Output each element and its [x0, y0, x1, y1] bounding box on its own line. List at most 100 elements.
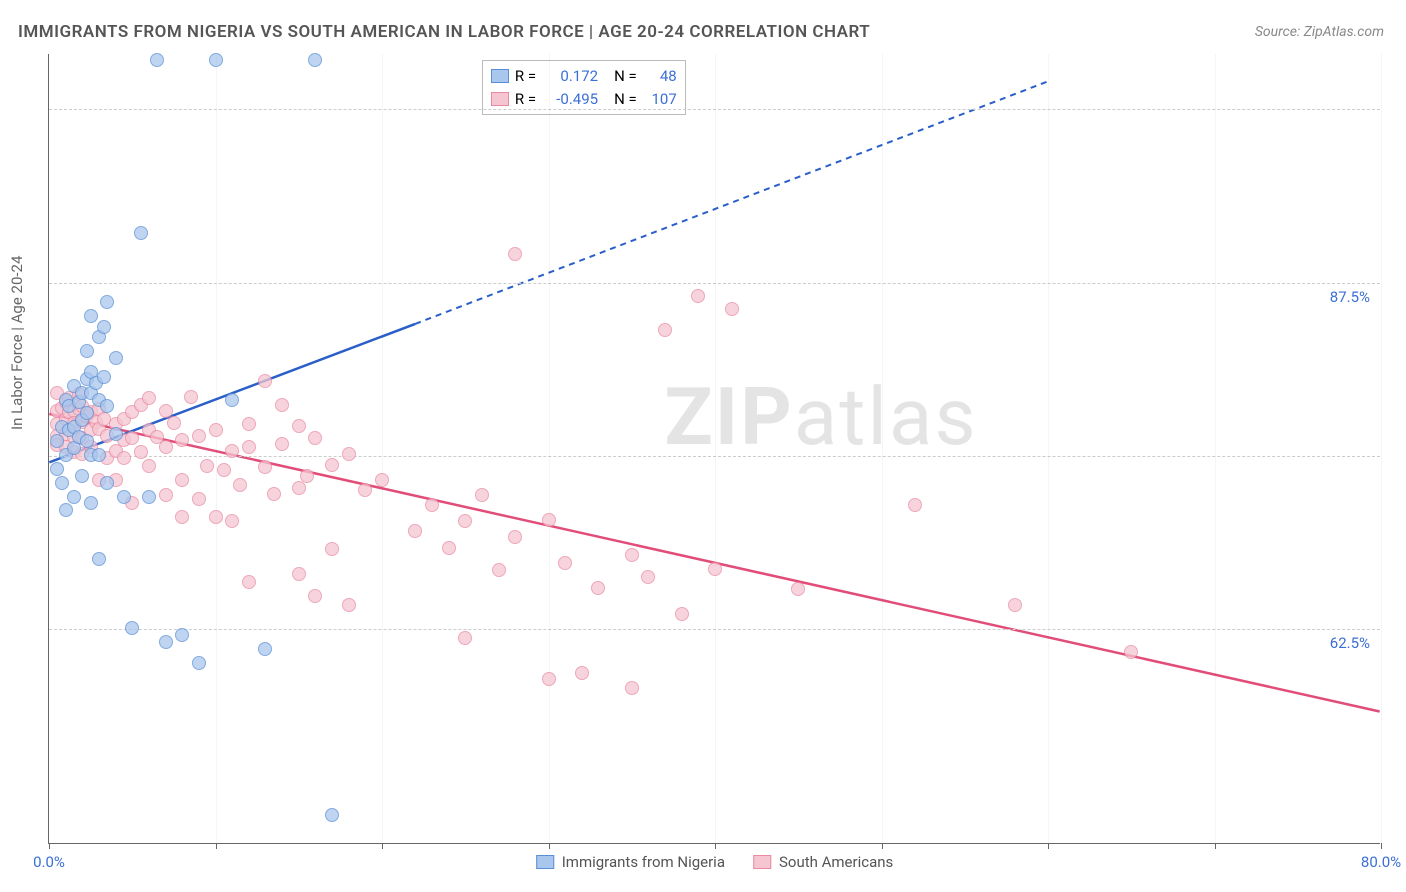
scatter-point-series-b	[408, 524, 422, 538]
gridline-vertical	[1048, 54, 1049, 843]
scatter-point-series-b	[658, 323, 672, 337]
legend-swatch	[753, 855, 771, 869]
scatter-point-series-b	[425, 498, 439, 512]
scatter-point-series-b	[233, 478, 247, 492]
scatter-point-series-b	[475, 488, 489, 502]
scatter-point-series-b	[117, 451, 131, 465]
x-tick-label: 80.0%	[1361, 853, 1401, 871]
scatter-point-series-b	[159, 488, 173, 502]
scatter-point-series-a	[109, 351, 123, 365]
scatter-point-series-b	[542, 513, 556, 527]
r-value: 0.172	[542, 65, 598, 88]
watermark: ZIPatlas	[664, 370, 977, 464]
scatter-point-series-b	[200, 459, 214, 473]
scatter-point-series-a	[325, 808, 339, 822]
scatter-point-series-b	[791, 582, 805, 596]
scatter-point-series-b	[325, 542, 339, 556]
scatter-point-series-a	[209, 53, 223, 67]
scatter-point-series-b	[192, 492, 206, 506]
legend-swatch	[491, 92, 509, 106]
stats-legend-row: R =0.172N =48	[491, 65, 677, 88]
scatter-point-series-b	[358, 483, 372, 497]
x-tick-mark	[382, 843, 383, 849]
scatter-point-series-b	[725, 302, 739, 316]
scatter-point-series-b	[908, 498, 922, 512]
scatter-point-series-b	[292, 419, 306, 433]
scatter-point-series-b	[217, 463, 231, 477]
scatter-point-series-b	[708, 562, 722, 576]
y-tick-label: 87.5%	[1330, 288, 1370, 306]
scatter-point-series-b	[225, 514, 239, 528]
scatter-point-series-b	[342, 447, 356, 461]
series-legend-item: South Americans	[753, 853, 893, 871]
scatter-point-series-b	[675, 607, 689, 621]
stats-legend: R =0.172N =48R =-0.495N =107	[482, 60, 686, 115]
scatter-point-series-a	[50, 462, 64, 476]
scatter-point-series-a	[125, 621, 139, 635]
scatter-point-series-b	[375, 473, 389, 487]
series-legend-item: Immigrants from Nigeria	[536, 853, 725, 871]
scatter-point-series-a	[150, 53, 164, 67]
scatter-point-series-a	[175, 628, 189, 642]
scatter-point-series-b	[258, 374, 272, 388]
r-label: R =	[515, 88, 536, 111]
scatter-point-series-a	[84, 496, 98, 510]
scatter-point-series-b	[275, 437, 289, 451]
scatter-point-series-b	[184, 390, 198, 404]
series-legend-label: South Americans	[779, 853, 893, 871]
n-value: 48	[643, 65, 677, 88]
scatter-point-series-b	[591, 581, 605, 595]
scatter-point-series-b	[142, 459, 156, 473]
scatter-point-series-a	[92, 448, 106, 462]
scatter-point-series-b	[242, 417, 256, 431]
series-legend-label: Immigrants from Nigeria	[562, 853, 725, 871]
scatter-point-series-b	[508, 247, 522, 261]
scatter-point-series-b	[209, 423, 223, 437]
scatter-point-series-a	[134, 226, 148, 240]
x-tick-mark	[549, 843, 550, 849]
scatter-point-series-b	[167, 416, 181, 430]
scatter-point-series-a	[225, 393, 239, 407]
scatter-point-series-b	[159, 440, 173, 454]
scatter-point-series-b	[209, 510, 223, 524]
x-tick-mark	[715, 843, 716, 849]
scatter-point-series-a	[192, 656, 206, 670]
trend-line	[415, 82, 1047, 324]
scatter-point-series-b	[625, 681, 639, 695]
x-tick-mark	[882, 843, 883, 849]
scatter-point-series-b	[492, 563, 506, 577]
scatter-point-series-b	[575, 666, 589, 680]
source-label: Source: ZipAtlas.com	[1255, 24, 1384, 40]
scatter-point-series-b	[267, 487, 281, 501]
legend-swatch	[536, 855, 554, 869]
scatter-point-series-b	[458, 631, 472, 645]
scatter-point-series-b	[258, 460, 272, 474]
scatter-point-series-b	[159, 404, 173, 418]
x-tick-mark	[216, 843, 217, 849]
scatter-point-series-b	[1008, 598, 1022, 612]
scatter-point-series-a	[67, 490, 81, 504]
scatter-point-series-b	[458, 514, 472, 528]
scatter-point-series-a	[50, 434, 64, 448]
scatter-point-series-b	[691, 289, 705, 303]
scatter-point-series-a	[100, 399, 114, 413]
scatter-point-series-b	[142, 391, 156, 405]
scatter-point-series-a	[80, 344, 94, 358]
scatter-point-series-b	[175, 433, 189, 447]
scatter-point-series-a	[258, 642, 272, 656]
scatter-point-series-b	[134, 445, 148, 459]
scatter-point-series-a	[142, 490, 156, 504]
scatter-point-series-b	[242, 440, 256, 454]
x-tick-mark	[49, 843, 50, 849]
scatter-point-series-a	[80, 406, 94, 420]
scatter-point-series-b	[625, 548, 639, 562]
x-tick-mark	[1048, 843, 1049, 849]
y-axis-label: In Labor Force | Age 20-24	[8, 256, 26, 430]
scatter-point-series-a	[59, 503, 73, 517]
chart-title: IMMIGRANTS FROM NIGERIA VS SOUTH AMERICA…	[18, 22, 870, 42]
gridline-vertical	[216, 54, 217, 843]
scatter-point-series-b	[442, 541, 456, 555]
scatter-point-series-b	[1124, 645, 1138, 659]
scatter-point-series-b	[175, 473, 189, 487]
scatter-point-series-b	[308, 589, 322, 603]
